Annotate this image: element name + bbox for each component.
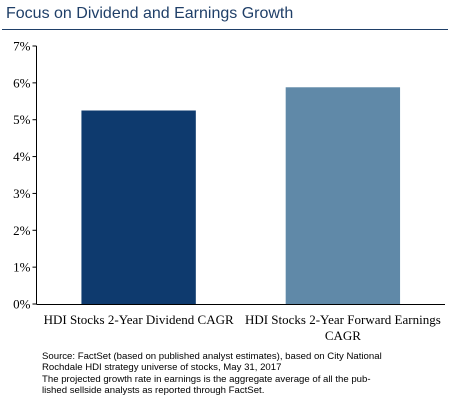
y-tick-label: 3% bbox=[13, 186, 31, 201]
category-label: HDI Stocks 2-Year Forward Earnings bbox=[245, 312, 441, 327]
y-tick-label: 5% bbox=[13, 112, 31, 127]
y-tick-label: 6% bbox=[13, 75, 31, 90]
category-labels: HDI Stocks 2-Year Dividend CAGR HDI Stock… bbox=[44, 312, 441, 343]
source-line: lished sellside analysts as reported thr… bbox=[42, 385, 265, 397]
category-label: HDI Stocks 2-Year Dividend CAGR bbox=[44, 312, 234, 327]
bars bbox=[81, 87, 401, 304]
y-tick-label: 4% bbox=[13, 149, 31, 164]
source-line: The projected growth rate in earnings is… bbox=[42, 373, 371, 385]
y-tick-label: 7% bbox=[13, 39, 31, 54]
source-line: Source: FactSet (based on published anal… bbox=[42, 351, 382, 362]
y-axis-ticks: 0% 1% 2% 3% 4% 5% 6% 7% bbox=[13, 39, 37, 312]
title-divider bbox=[2, 29, 448, 30]
y-tick-label: 2% bbox=[13, 223, 31, 238]
bar-2 bbox=[285, 87, 401, 304]
bar-1 bbox=[81, 110, 196, 304]
category-label: CAGR bbox=[325, 328, 361, 343]
y-tick-label: 1% bbox=[13, 260, 31, 275]
source-note: Source: FactSet (based on published anal… bbox=[42, 351, 446, 397]
bar-chart: 0% 1% 2% 3% 4% 5% 6% 7% HDI Stocks 2-Year Divid… bbox=[13, 39, 445, 343]
source-line: Rochdale HDI strategy universe of stocks… bbox=[42, 362, 282, 374]
chart-title: Focus on Dividend and Earnings Growth bbox=[6, 5, 294, 22]
y-tick-label: 0% bbox=[13, 297, 31, 312]
